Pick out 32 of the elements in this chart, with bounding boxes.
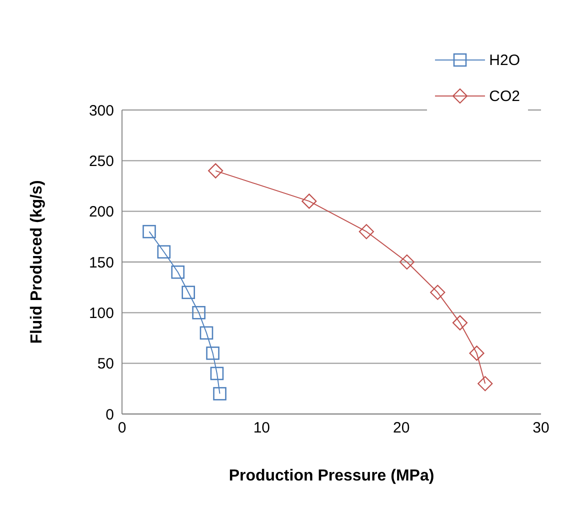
x-tick-label: 20 — [392, 420, 410, 437]
x-tick-label: 30 — [532, 420, 550, 437]
point — [142, 224, 156, 238]
point — [469, 346, 484, 361]
x-tick-label: 10 — [253, 420, 270, 437]
x-axis-title: Production Pressure (MPa) — [228, 467, 434, 484]
point — [358, 224, 374, 240]
legend-label: CO2 — [489, 88, 520, 104]
point — [399, 254, 414, 270]
point — [157, 245, 171, 259]
y-tick-label: 0 — [106, 406, 114, 424]
y-axis-title: Fluid Produced (kg/s) — [28, 180, 46, 344]
y-tick-label: 50 — [97, 356, 114, 373]
point — [200, 326, 214, 340]
point — [302, 194, 317, 209]
point — [171, 265, 185, 279]
point — [478, 376, 493, 392]
point — [182, 286, 195, 300]
y-tick-label: 250 — [88, 152, 114, 170]
point — [208, 163, 224, 178]
point — [430, 284, 446, 300]
point — [192, 306, 206, 320]
y-tick-label: 100 — [88, 304, 114, 322]
y-tick-label: 300 — [88, 102, 114, 120]
point — [452, 315, 468, 330]
point — [213, 387, 226, 400]
y-tick-label: 200 — [88, 204, 114, 221]
y-tick-label: 150 — [88, 254, 114, 272]
point — [206, 346, 220, 360]
legend-label: H2O — [489, 52, 520, 68]
point — [210, 366, 224, 380]
x-tick-label: 0 — [118, 420, 126, 437]
